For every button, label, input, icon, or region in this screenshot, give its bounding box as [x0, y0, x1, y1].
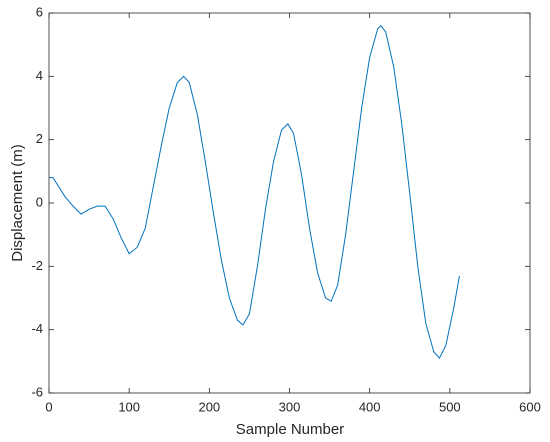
- x-tick-label: 600: [519, 399, 541, 414]
- x-axis-label: Sample Number: [236, 421, 344, 438]
- x-tick-label: 200: [198, 399, 220, 414]
- y-tick-label: -2: [31, 258, 43, 273]
- y-tick-label: -6: [31, 384, 43, 399]
- y-tick-label: 6: [36, 4, 43, 19]
- x-tick-label: 100: [118, 399, 140, 414]
- y-tick-label: 0: [36, 194, 43, 209]
- y-tick-label: 4: [36, 68, 43, 83]
- x-tick-label: 300: [279, 399, 301, 414]
- x-tick-label: 0: [45, 399, 52, 414]
- plot-box: [48, 12, 531, 394]
- x-tick-label: 500: [439, 399, 461, 414]
- x-tick-label: 400: [359, 399, 381, 414]
- data-line: [49, 24, 460, 360]
- y-tick-label: 2: [36, 131, 43, 146]
- y-axis-label: Displacement (m): [9, 144, 26, 262]
- y-tick-label: -4: [31, 321, 43, 336]
